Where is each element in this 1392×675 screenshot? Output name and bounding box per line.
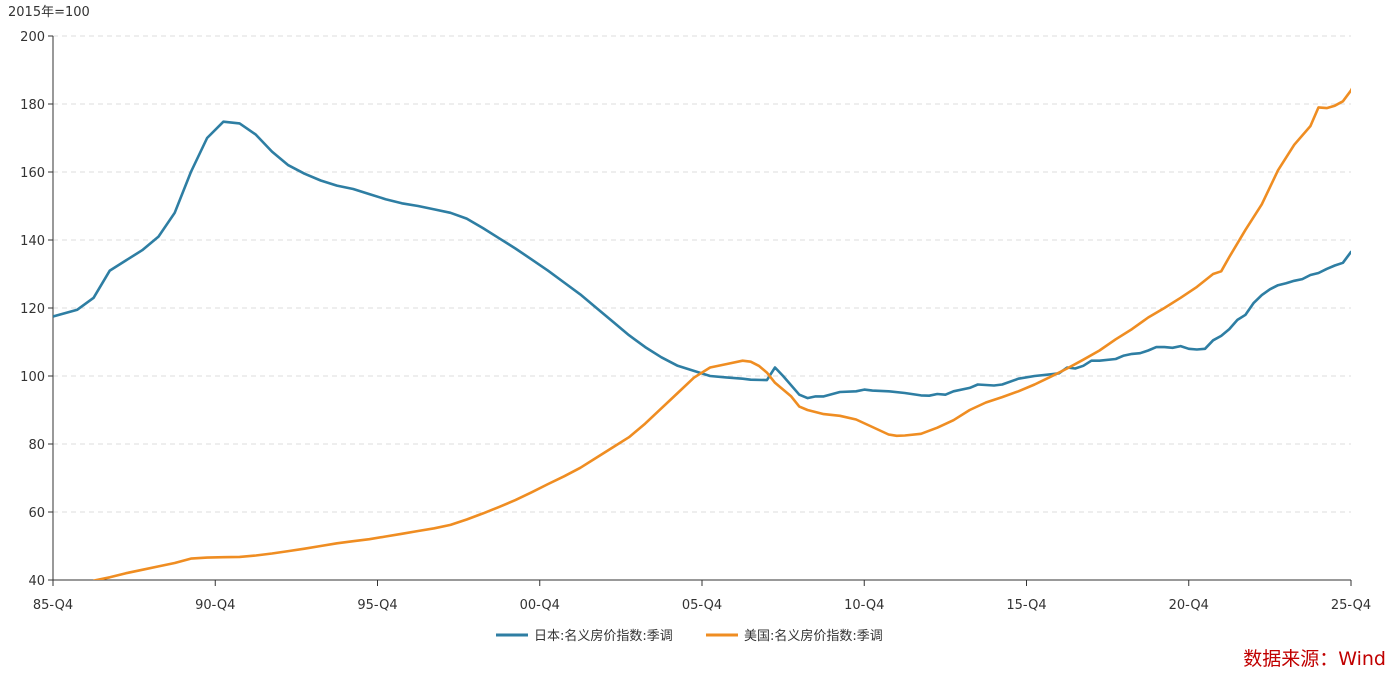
x-axis: 85-Q4 90-Q4 95-Q4 00-Q4 05-Q4 10-Q4 15-Q4 20-Q4… bbox=[33, 579, 1371, 613]
x-tick-label: 00-Q4 bbox=[520, 598, 560, 613]
x-tick-label: 90-Q4 bbox=[195, 598, 235, 613]
legend-item-0[interactable]: 日本:名义房价指数:季调 bbox=[496, 628, 673, 644]
x-tick-label: 25-Q4 bbox=[1331, 598, 1371, 613]
legend-label: 日本:名义房价指数:季调 bbox=[534, 628, 673, 644]
legend-label: 美国:名义房价指数:季调 bbox=[744, 628, 883, 644]
y-tick-label: 140 bbox=[20, 234, 45, 249]
y-tick-label: 40 bbox=[28, 574, 45, 589]
source-note: 数据来源：Wind bbox=[1243, 648, 1386, 670]
x-tick-label: 05-Q4 bbox=[682, 598, 722, 613]
x-tick-label: 20-Q4 bbox=[1169, 598, 1209, 613]
series-line-0 bbox=[53, 120, 1351, 400]
x-tick-label: 85-Q4 bbox=[33, 598, 73, 613]
y-tick-label: 80 bbox=[28, 438, 45, 453]
legend[interactable]: 日本:名义房价指数:季调 美国:名义房价指数:季调 bbox=[496, 628, 883, 644]
grid-lines bbox=[53, 35, 1351, 513]
x-tick-label: 95-Q4 bbox=[357, 598, 397, 613]
y-tick-label: 180 bbox=[20, 98, 45, 113]
y-axis: 40 60 80 100 120 140 160 180 200 bbox=[20, 30, 54, 589]
legend-item-1[interactable]: 美国:名义房价指数:季调 bbox=[706, 628, 883, 644]
y-tick-label: 200 bbox=[20, 30, 45, 45]
y-tick-label: 60 bbox=[28, 506, 45, 521]
series-lines bbox=[53, 87, 1351, 580]
y-unit-label: 2015年=100 bbox=[8, 5, 90, 20]
x-tick-label: 10-Q4 bbox=[844, 598, 884, 613]
x-tick-label: 15-Q4 bbox=[1006, 598, 1046, 613]
y-tick-label: 120 bbox=[20, 302, 45, 317]
y-tick-label: 160 bbox=[20, 166, 45, 181]
y-tick-label: 100 bbox=[20, 370, 45, 385]
series-line-1 bbox=[93, 87, 1351, 580]
